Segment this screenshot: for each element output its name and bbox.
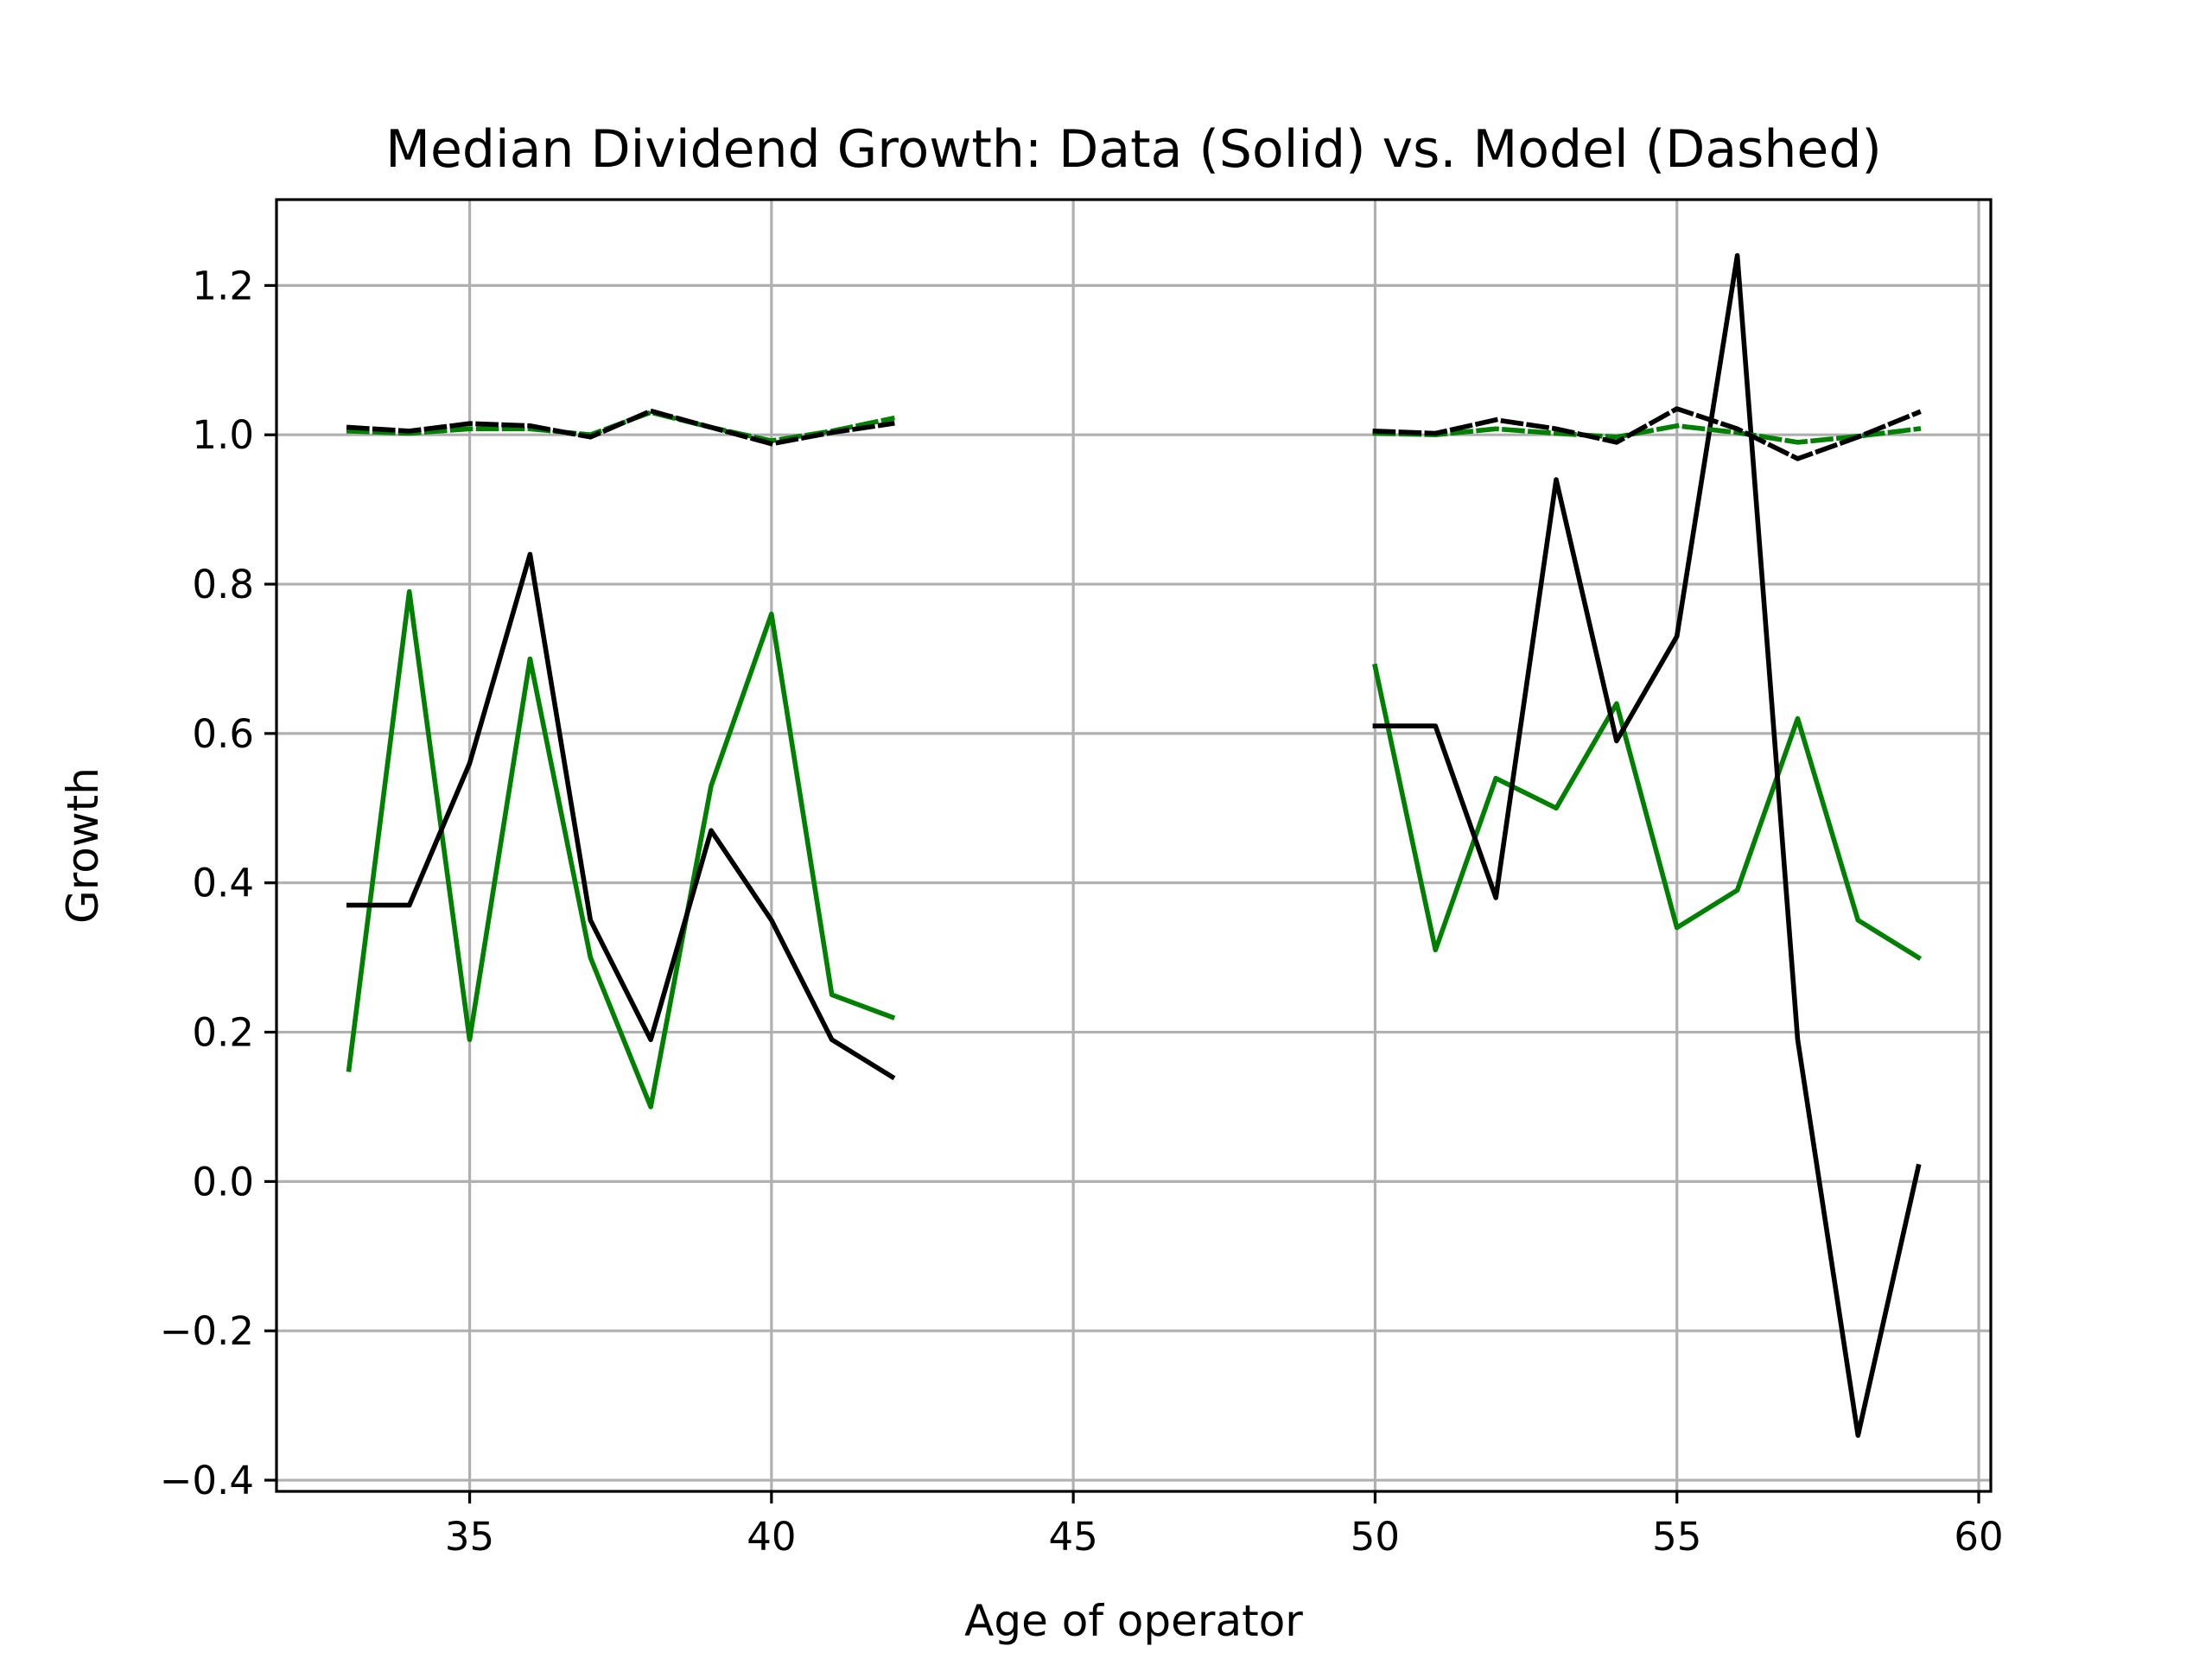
y-tick-label: 0.4 bbox=[192, 861, 254, 906]
grid bbox=[276, 200, 1991, 1491]
y-tick-label: 1.0 bbox=[192, 412, 254, 458]
x-tick-label: 35 bbox=[445, 1514, 494, 1560]
x-tick-label: 60 bbox=[1954, 1514, 2003, 1560]
chart-title: Median Dividend Growth: Data (Solid) vs.… bbox=[385, 119, 1882, 180]
y-tick-label: 1.2 bbox=[192, 263, 254, 308]
y-axis-label: Growth bbox=[58, 767, 108, 924]
series-line-2-solid bbox=[346, 253, 1922, 1438]
series-line-4-dashed bbox=[346, 406, 1922, 461]
y-tick-label: −0.4 bbox=[160, 1458, 254, 1503]
series-line-1-solid bbox=[346, 588, 1923, 1109]
x-tick-label: 40 bbox=[747, 1514, 796, 1560]
y-tick-label: 0.6 bbox=[192, 711, 254, 757]
y-tick-label: −0.2 bbox=[160, 1308, 254, 1354]
x-tick-label: 55 bbox=[1652, 1514, 1701, 1560]
x-axis-ticks: 35 40 45 50 55 60 bbox=[445, 1491, 2004, 1560]
x-axis-label: Age of operator bbox=[964, 1596, 1303, 1646]
x-tick-label: 45 bbox=[1049, 1514, 1098, 1560]
y-tick-label: 0.0 bbox=[192, 1159, 254, 1205]
x-tick-label: 50 bbox=[1351, 1514, 1400, 1560]
series-group bbox=[346, 253, 1923, 1438]
y-axis-ticks: −0.4 −0.2 0.0 0.2 0.4 0.6 0.8 1.0 1.2 bbox=[160, 263, 276, 1503]
y-tick-label: 0.8 bbox=[192, 562, 254, 607]
plot-frame bbox=[275, 198, 1993, 1493]
y-tick-label: 0.2 bbox=[192, 1010, 254, 1056]
